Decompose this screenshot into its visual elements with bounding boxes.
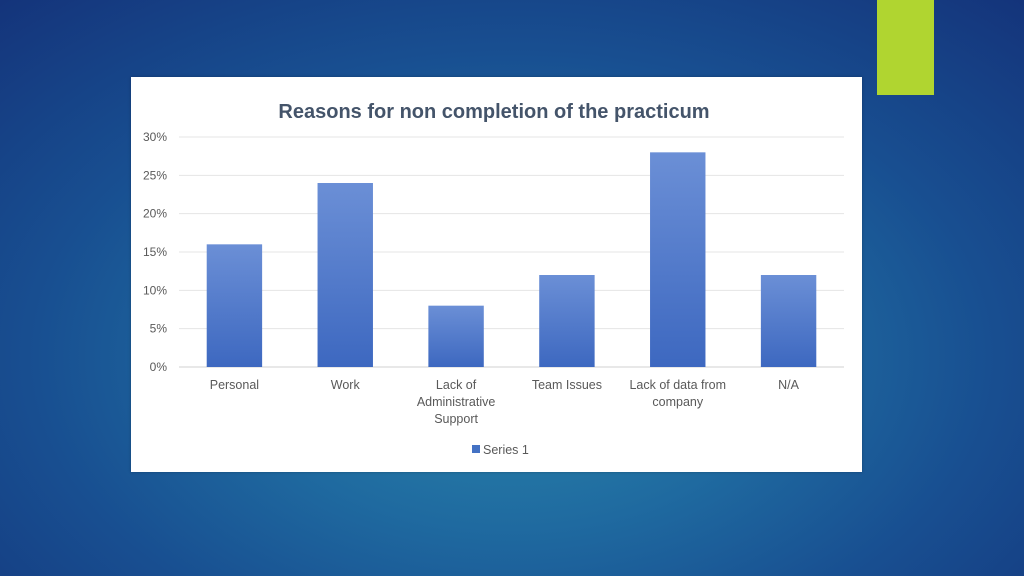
y-tick-label: 5% — [150, 322, 168, 336]
x-category-label-line: Work — [331, 378, 361, 392]
bar-chart: Reasons for non completion of the practi… — [143, 101, 844, 457]
x-category-label-line: company — [652, 395, 703, 409]
x-category-label-line: Administrative — [417, 395, 496, 409]
y-tick-label: 0% — [150, 360, 168, 374]
x-category-label-line: N/A — [778, 378, 800, 392]
x-category-label: Lack of Administrative Support — [417, 378, 496, 426]
x-category-label-line: Lack of data from — [629, 378, 726, 392]
x-category-label: N/A — [778, 378, 800, 392]
accent-rectangle — [877, 0, 934, 95]
legend-swatch — [472, 445, 480, 453]
bar — [650, 152, 706, 367]
x-category-label: Team Issues — [532, 378, 602, 392]
y-tick-label: 15% — [143, 245, 167, 259]
bar — [428, 305, 484, 367]
y-tick-label: 30% — [143, 130, 167, 144]
legend: Series 1 — [472, 443, 529, 457]
y-tick-label: 10% — [143, 283, 167, 297]
y-tick-label: 20% — [143, 207, 167, 221]
bar — [760, 275, 817, 367]
x-category-label: Work — [331, 378, 361, 392]
bar — [539, 275, 595, 367]
x-category-label-line: Support — [434, 412, 478, 426]
x-category-label-line: Team Issues — [532, 378, 602, 392]
x-category-label: Personal — [210, 378, 259, 392]
chart-title: Reasons for non completion of the practi… — [278, 101, 709, 123]
bars — [206, 152, 817, 367]
y-tick-label: 25% — [143, 168, 167, 182]
gridlines — [179, 136, 844, 368]
x-axis-labels: Personal Work Lack of Administrative Support… — [210, 378, 800, 426]
x-category-label-line: Lack of — [436, 378, 477, 392]
y-axis-ticks: 0% 5% 10% 15% 20% 25% 30% — [143, 130, 167, 374]
bar — [317, 183, 373, 367]
bar — [206, 244, 263, 367]
legend-label: Series 1 — [483, 443, 529, 457]
x-category-label: Lack of data from company — [629, 378, 726, 409]
x-category-label-line: Personal — [210, 378, 259, 392]
chart-panel: Reasons for non completion of the practi… — [131, 77, 862, 472]
